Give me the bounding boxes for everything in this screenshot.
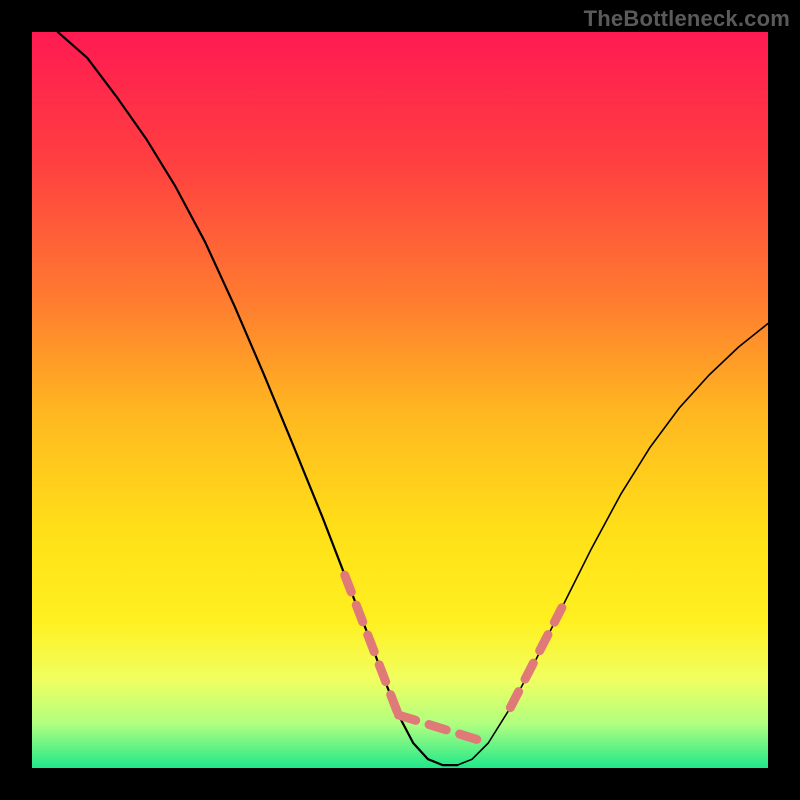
bottleneck-chart xyxy=(0,0,800,800)
chart-frame: TheBottleneck.com xyxy=(0,0,800,800)
watermark-label: TheBottleneck.com xyxy=(584,6,790,32)
